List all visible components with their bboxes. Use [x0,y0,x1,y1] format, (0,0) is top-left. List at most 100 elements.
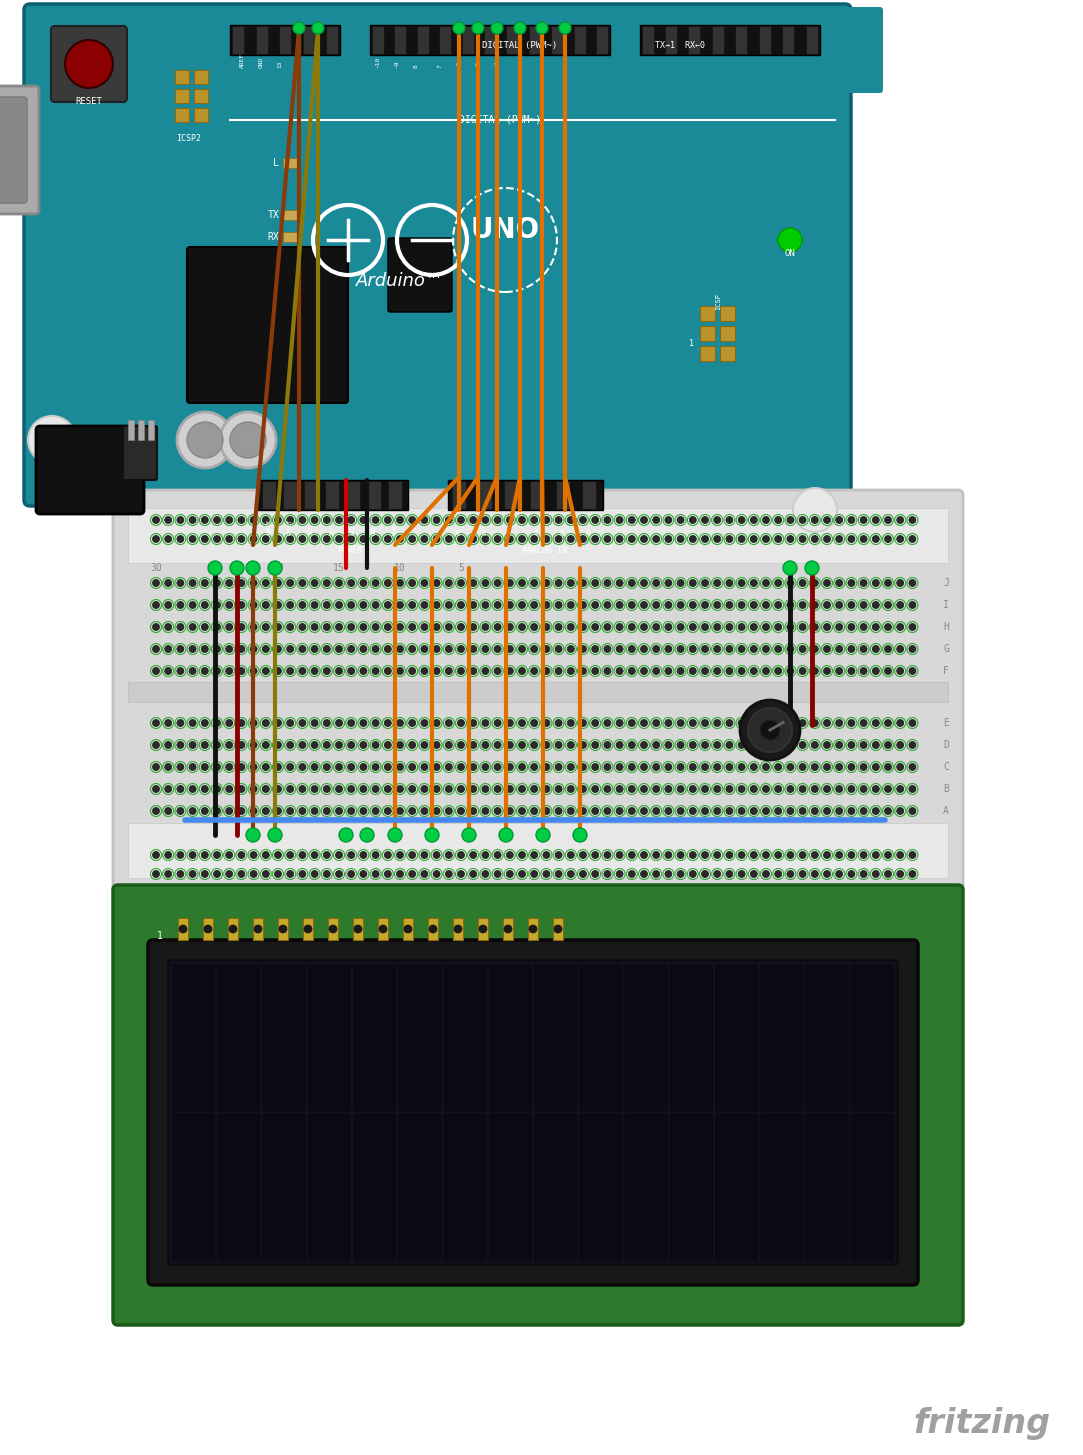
Circle shape [591,808,599,815]
Circle shape [848,720,854,726]
Circle shape [190,601,196,608]
Circle shape [689,742,696,748]
FancyBboxPatch shape [123,426,157,480]
Circle shape [677,808,684,815]
Circle shape [897,870,903,877]
Text: AREF: AREF [239,52,245,68]
Circle shape [348,720,355,726]
Circle shape [579,720,587,726]
Circle shape [360,720,367,726]
Circle shape [726,720,733,726]
Circle shape [604,786,611,793]
FancyBboxPatch shape [175,108,190,122]
Circle shape [702,646,708,652]
Circle shape [311,742,318,748]
FancyBboxPatch shape [488,1113,533,1261]
FancyBboxPatch shape [443,1113,487,1261]
Circle shape [848,668,854,675]
Circle shape [543,851,550,858]
Circle shape [457,720,465,726]
Circle shape [640,517,648,524]
Circle shape [836,624,843,630]
Circle shape [506,601,513,608]
Circle shape [604,601,611,608]
Circle shape [909,535,916,543]
Circle shape [482,786,488,793]
Circle shape [213,786,221,793]
Circle shape [760,720,780,741]
FancyBboxPatch shape [503,918,513,940]
Circle shape [653,808,660,815]
Circle shape [799,870,806,877]
Circle shape [470,870,477,877]
FancyBboxPatch shape [397,1113,442,1261]
Circle shape [567,517,574,524]
Circle shape [482,646,488,652]
Circle shape [396,764,404,771]
Circle shape [165,808,172,815]
Bar [128,824,948,877]
FancyBboxPatch shape [461,26,473,54]
Circle shape [360,786,367,793]
Text: ~6: ~6 [457,61,461,68]
Circle shape [457,579,465,586]
Circle shape [714,517,720,524]
Circle shape [519,764,525,771]
Circle shape [336,646,342,652]
Circle shape [396,535,404,543]
Circle shape [689,764,696,771]
Circle shape [872,720,879,726]
Text: TX→1  RX←0: TX→1 RX←0 [655,41,705,49]
Circle shape [702,720,708,726]
Circle shape [751,579,757,586]
Circle shape [494,535,501,543]
Circle shape [299,624,305,630]
Circle shape [408,517,416,524]
Circle shape [774,720,782,726]
Circle shape [287,764,293,771]
Circle shape [739,720,745,726]
Circle shape [640,720,648,726]
FancyBboxPatch shape [302,26,314,54]
Circle shape [238,742,245,748]
Circle shape [677,786,684,793]
Circle shape [783,562,797,575]
Circle shape [494,742,501,748]
Circle shape [677,601,684,608]
Circle shape [689,808,696,815]
Circle shape [421,646,428,652]
Circle shape [653,579,660,586]
Circle shape [591,720,599,726]
Text: J: J [943,578,949,588]
Circle shape [153,601,159,608]
Circle shape [897,720,903,726]
Circle shape [421,517,428,524]
Circle shape [739,742,745,748]
Circle shape [640,870,648,877]
Circle shape [714,720,720,726]
Circle shape [514,22,526,33]
Circle shape [165,786,172,793]
Circle shape [165,624,172,630]
Circle shape [885,786,891,793]
Circle shape [543,535,550,543]
Circle shape [190,720,196,726]
Circle shape [336,668,342,675]
Circle shape [165,870,172,877]
Circle shape [799,601,806,608]
Circle shape [714,870,720,877]
Text: D: D [943,741,949,749]
Circle shape [774,601,782,608]
FancyBboxPatch shape [484,26,496,54]
FancyBboxPatch shape [551,26,563,54]
FancyBboxPatch shape [308,963,352,1112]
Circle shape [885,720,891,726]
Circle shape [213,668,221,675]
Circle shape [445,851,453,858]
Circle shape [751,786,757,793]
Circle shape [702,870,708,877]
Circle shape [494,668,501,675]
Circle shape [238,870,245,877]
Circle shape [897,668,903,675]
Circle shape [28,416,76,464]
